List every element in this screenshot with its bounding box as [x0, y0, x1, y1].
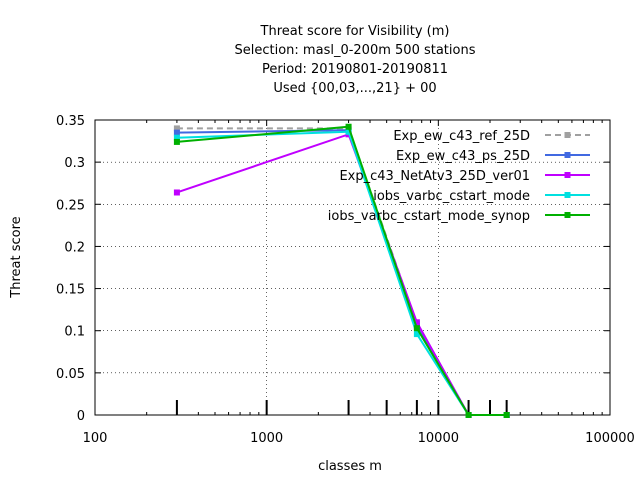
- y-tick-label: 0.35: [56, 114, 85, 129]
- data-point: [345, 128, 352, 135]
- x-axis-label: classes m: [318, 459, 382, 474]
- x-tick-label: 10000: [418, 431, 459, 446]
- title-line: Selection: masl_0-200m 500 stations: [235, 43, 476, 58]
- legend-label: Exp_c43_NetAtv3_25D_ver01: [339, 169, 530, 184]
- x-tick-label: 1000: [250, 431, 283, 446]
- series-lines: [173, 123, 510, 418]
- legend-marker: [564, 192, 571, 198]
- chart-title: Threat score for Visibility (m) Selection…: [235, 24, 476, 96]
- y-tick-label: 0.2: [64, 240, 85, 255]
- data-point: [413, 331, 420, 338]
- data-point: [173, 138, 180, 145]
- legend-marker: [564, 132, 571, 138]
- class-marks: [175, 400, 508, 415]
- legend-label: iobs_varbc_cstart_mode: [373, 189, 530, 204]
- y-tick-label: 0.3: [64, 156, 85, 171]
- y-tick-label: 0.25: [56, 198, 85, 213]
- data-point: [413, 325, 420, 332]
- series-line: [176, 127, 507, 416]
- legend-marker: [564, 212, 571, 218]
- legend-marker: [564, 152, 571, 158]
- legend-label: Exp_ew_c43_ps_25D: [396, 149, 530, 164]
- y-tick-label: 0.05: [56, 367, 85, 382]
- x-tick-label: 100000: [585, 431, 635, 446]
- legend-label: iobs_varbc_cstart_mode_synop: [328, 209, 530, 224]
- x-tick-label: 100: [83, 431, 108, 446]
- y-tick-label: 0: [77, 409, 85, 424]
- data-point: [465, 412, 472, 418]
- axes: 0 0.05 0.1 0.15 0.2 0.25 0.3 0.35 100 1000 10000 10…: [56, 114, 635, 446]
- grid: [95, 120, 610, 415]
- data-point: [503, 412, 510, 418]
- y-tick-label: 0.1: [64, 325, 85, 340]
- legend-label: Exp_ew_c43_ref_25D: [393, 129, 530, 144]
- title-line: Used {00,03,...,21} + 00: [273, 81, 436, 96]
- data-point: [173, 134, 180, 141]
- y-tick-label: 0.15: [56, 283, 85, 298]
- data-point: [173, 189, 180, 196]
- plot-frame: [94, 119, 611, 416]
- title-line: Period: 20190801-20190811: [262, 62, 448, 77]
- legend: Exp_ew_c43_ref_25D Exp_ew_c43_ps_25D Exp_c…: [328, 129, 590, 224]
- y-axis-label: Threat score: [9, 216, 24, 298]
- data-point: [173, 129, 180, 136]
- data-point: [345, 123, 352, 130]
- data-point: [173, 125, 180, 132]
- title-line: Threat score for Visibility (m): [260, 24, 450, 39]
- legend-marker: [564, 172, 571, 178]
- data-point: [413, 319, 420, 326]
